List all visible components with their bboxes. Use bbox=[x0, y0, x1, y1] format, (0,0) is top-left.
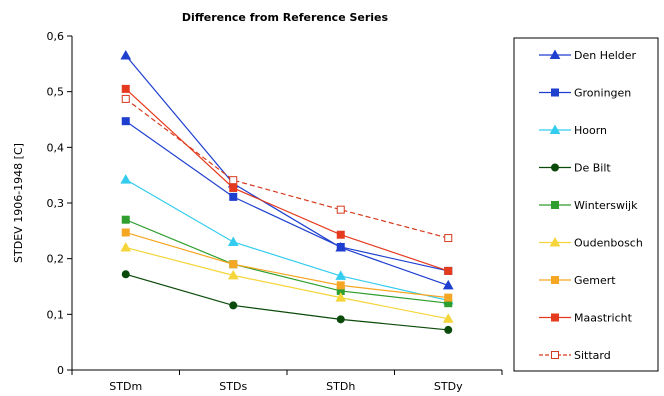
legend-label: Hoorn bbox=[574, 124, 607, 137]
y-tick-label: 0,6 bbox=[47, 30, 65, 43]
data-point-oudenbosch bbox=[335, 292, 347, 302]
y-tick-label: 0 bbox=[57, 364, 64, 377]
y-tick-label: 0,3 bbox=[47, 197, 65, 210]
legend-marker bbox=[551, 163, 559, 172]
data-point-maastricht bbox=[229, 183, 238, 192]
legend-marker bbox=[551, 88, 559, 97]
data-point-oudenbosch bbox=[120, 242, 132, 252]
series-line-maastricht bbox=[125, 88, 449, 272]
series-hoorn bbox=[120, 174, 454, 305]
series-line-oudenbosch bbox=[125, 246, 449, 320]
data-point-hoorn bbox=[227, 236, 239, 246]
series-layer bbox=[120, 49, 454, 334]
series-line-groningen bbox=[125, 120, 449, 272]
data-point-groningen bbox=[121, 117, 130, 126]
legend-label: Maastricht bbox=[574, 312, 633, 325]
data-point-gemert bbox=[336, 281, 345, 290]
legend-marker bbox=[549, 49, 561, 59]
data-point-den-helder bbox=[120, 49, 132, 60]
series-line-den-helder bbox=[125, 55, 449, 286]
legend-marker bbox=[551, 201, 559, 209]
series-line-winterswijk bbox=[125, 219, 449, 304]
legend-item-oudenbosch: Oudenbosch bbox=[539, 237, 643, 250]
legend-item-maastricht: Maastricht bbox=[539, 312, 633, 325]
legend-marker bbox=[551, 313, 559, 322]
data-point-de-bilt bbox=[229, 301, 238, 310]
y-tick-label: 0,4 bbox=[47, 141, 65, 154]
y-tick-label: 0,5 bbox=[47, 86, 65, 99]
legend-label: Sittard bbox=[574, 349, 611, 362]
legend-item-hoorn: Hoorn bbox=[539, 124, 607, 137]
series-line-de-bilt bbox=[125, 273, 449, 331]
legend-label: Den Helder bbox=[574, 49, 637, 62]
data-point-de-bilt bbox=[336, 315, 345, 324]
legend-label: Groningen bbox=[574, 87, 631, 100]
data-point-sittard bbox=[229, 176, 238, 185]
data-point-hoorn bbox=[120, 174, 132, 184]
data-point-sittard bbox=[336, 205, 345, 214]
data-point-winterswijk bbox=[121, 215, 130, 224]
x-tick-label: STDs bbox=[219, 380, 247, 393]
legend-label: Oudenbosch bbox=[574, 237, 643, 250]
data-point-gemert bbox=[121, 228, 130, 237]
data-point-maastricht bbox=[336, 230, 345, 239]
series-oudenbosch bbox=[120, 242, 454, 323]
y-axis-label: STDEV 1906-1948 [C] bbox=[12, 143, 25, 263]
legend-marker bbox=[549, 236, 561, 247]
data-point-sittard bbox=[444, 234, 453, 243]
legend-item-gemert: Gemert bbox=[539, 274, 616, 287]
data-point-groningen bbox=[229, 192, 238, 201]
x-tick-label: STDh bbox=[326, 380, 355, 393]
x-tick-label: STDy bbox=[434, 380, 463, 393]
axes: 0 0,1 0,2 0,3 0,4 0,5 0,6 STDm STDs STDh STDy bbox=[47, 30, 503, 393]
series-line-sittard bbox=[125, 98, 449, 239]
legend: Den Helder Groningen Hoorn De Bilt Winterswi… bbox=[539, 49, 643, 362]
series-sittard bbox=[121, 94, 453, 243]
data-point-den-helder bbox=[442, 279, 454, 290]
series-winterswijk bbox=[121, 215, 453, 308]
data-point-oudenbosch bbox=[442, 313, 454, 323]
legend-item-de-bilt: De Bilt bbox=[539, 162, 611, 175]
data-point-maastricht bbox=[444, 266, 453, 275]
legend-item-groningen: Groningen bbox=[539, 87, 631, 100]
series-groningen bbox=[121, 117, 453, 275]
legend-label: Gemert bbox=[574, 274, 616, 287]
series-line-gemert bbox=[125, 231, 449, 299]
y-tick-label: 0,2 bbox=[47, 253, 65, 266]
legend-item-sittard: Sittard bbox=[539, 349, 611, 362]
y-tick-label: 0,1 bbox=[47, 308, 65, 321]
data-point-gemert bbox=[229, 260, 238, 269]
data-point-hoorn bbox=[335, 270, 347, 280]
series-de-bilt bbox=[121, 270, 453, 334]
chart-title: Difference from Reference Series bbox=[182, 11, 389, 24]
data-point-gemert bbox=[444, 293, 453, 302]
legend-label: Winterswijk bbox=[574, 199, 638, 212]
legend-marker bbox=[549, 124, 561, 134]
series-den-helder bbox=[120, 49, 454, 290]
data-point-oudenbosch bbox=[227, 269, 239, 280]
data-point-de-bilt bbox=[444, 325, 453, 334]
legend-item-winterswijk: Winterswijk bbox=[539, 199, 638, 212]
x-tick-label: STDm bbox=[109, 380, 142, 393]
legend-box bbox=[513, 37, 659, 372]
legend-label: De Bilt bbox=[574, 162, 611, 175]
data-point-groningen bbox=[336, 242, 345, 251]
series-gemert bbox=[121, 228, 453, 302]
series-maastricht bbox=[121, 84, 453, 275]
data-point-de-bilt bbox=[121, 270, 130, 279]
data-point-maastricht bbox=[121, 84, 130, 93]
legend-item-den-helder: Den Helder bbox=[539, 49, 637, 62]
series-line-hoorn bbox=[125, 179, 449, 302]
data-point-sittard bbox=[121, 94, 130, 103]
legend-marker bbox=[551, 276, 559, 284]
legend-marker bbox=[551, 351, 559, 359]
